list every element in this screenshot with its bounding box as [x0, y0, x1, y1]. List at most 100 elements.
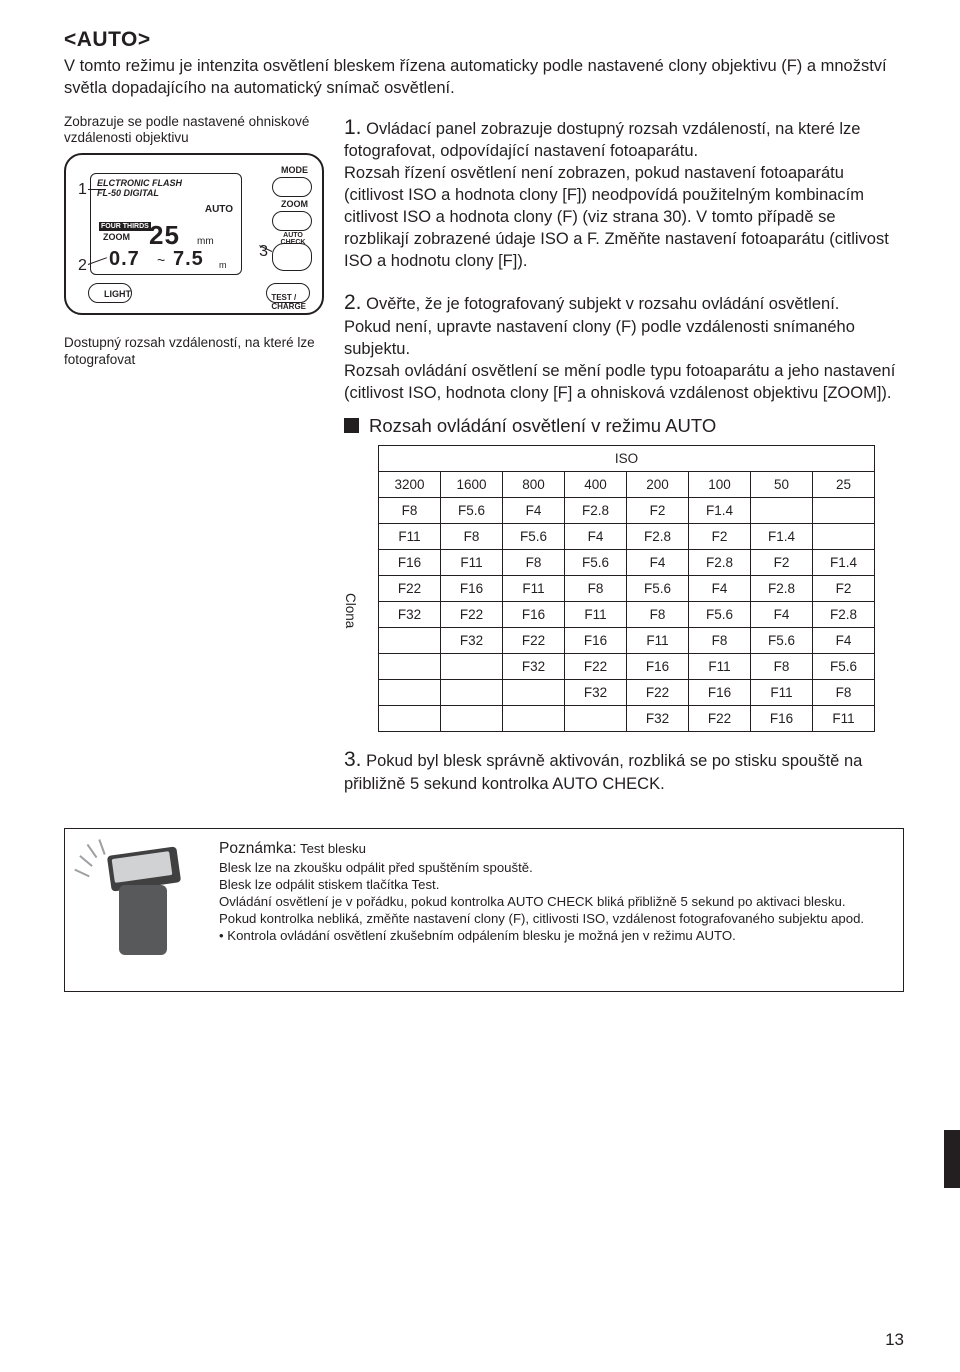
table-cell: F2.8: [751, 575, 813, 601]
table-row: F32F22F16F11F8F5.6: [379, 653, 875, 679]
note-bullet: • Kontrola ovládání osvětlení zkušebním …: [219, 927, 864, 944]
iso-col-header: 200: [627, 471, 689, 497]
table-cell: [813, 523, 875, 549]
table-cell: F32: [503, 653, 565, 679]
callout-line-1: [88, 189, 106, 190]
step-3: 3. Pokud byl blesk správně aktivován, ro…: [344, 746, 904, 796]
table-cell: F22: [689, 705, 751, 731]
table-row: F22F16F11F8F5.6F4F2.8F2: [379, 575, 875, 601]
note-subtitle: Test blesku: [300, 841, 366, 856]
lcd-dist2: 7.5: [173, 248, 204, 271]
flash-ray: [74, 868, 89, 877]
step-1-num: 1.: [344, 116, 362, 139]
table-cell: F8: [751, 653, 813, 679]
table-cell: F8: [565, 575, 627, 601]
table-cell: F2.8: [689, 549, 751, 575]
zoom-button[interactable]: [272, 211, 312, 231]
table-cell: [565, 705, 627, 731]
label-charge: TEST /CHARGE: [271, 293, 306, 311]
table-cell: F2.8: [813, 601, 875, 627]
flash-ray: [87, 843, 98, 857]
lcd-screen: ELCTRONIC FLASH FL-50 DIGITAL AUTO FOUR …: [90, 173, 242, 275]
iso-col-header: 100: [689, 471, 751, 497]
iso-col-header: 800: [503, 471, 565, 497]
table-row: F16F11F8F5.6F4F2.8F2F1.4: [379, 549, 875, 575]
table-cell: F4: [751, 601, 813, 627]
table-cell: F5.6: [751, 627, 813, 653]
iso-aperture-table: ISO 320016008004002001005025 F8F5.6F4F2.…: [378, 445, 875, 732]
flash-panel-diagram: ELCTRONIC FLASH FL-50 DIGITAL AUTO FOUR …: [64, 153, 324, 315]
table-cell: F5.6: [813, 653, 875, 679]
auto-check-button[interactable]: [272, 243, 312, 271]
lcd-m-unit: m: [219, 260, 227, 270]
step-3-text: Pokud byl blesk správně aktivován, rozbl…: [344, 752, 862, 793]
table-cell: F22: [565, 653, 627, 679]
note-box: Poznámka: Test blesku Blesk lze na zkouš…: [64, 828, 904, 992]
step-1: 1. Ovládací panel zobrazuje dostupný roz…: [344, 114, 904, 274]
iso-columns-row: 320016008004002001005025: [379, 471, 875, 497]
table-cell: F11: [689, 653, 751, 679]
table-cell: F1.4: [689, 497, 751, 523]
lcd-fourthirds: FOUR THIRDS: [99, 222, 151, 231]
table-cell: [503, 705, 565, 731]
table-cell: F32: [379, 601, 441, 627]
mode-button[interactable]: [272, 177, 312, 197]
table-cell: F16: [379, 549, 441, 575]
table-cell: [379, 705, 441, 731]
step-1-text: Ovládací panel zobrazuje dostupný rozsah…: [344, 120, 889, 271]
right-column: 1. Ovládací panel zobrazuje dostupný roz…: [344, 114, 904, 806]
table-cell: F32: [441, 627, 503, 653]
table-cell: F2: [689, 523, 751, 549]
table-section-title: Rozsah ovládání osvětlení v režimu AUTO: [344, 415, 904, 437]
table-cell: F16: [565, 627, 627, 653]
table-cell: F16: [751, 705, 813, 731]
lcd-zoom-label: ZOOM: [103, 232, 130, 242]
table-row: F32F22F16F11F8: [379, 679, 875, 705]
two-column-layout: Zobrazuje se podle nastavené ohniskové v…: [64, 114, 904, 806]
table-cell: F8: [627, 601, 689, 627]
table-cell: [379, 679, 441, 705]
lcd-mm-unit: mm: [197, 236, 214, 247]
step-2-num: 2.: [344, 291, 362, 314]
flash-illustration: [79, 839, 205, 979]
mode-title: <AUTO>: [64, 28, 904, 52]
table-cell: F22: [627, 679, 689, 705]
table-cell: F22: [503, 627, 565, 653]
table-cell: [751, 497, 813, 523]
table-row: F11F8F5.6F4F2.8F2F1.4: [379, 523, 875, 549]
table-cell: [813, 497, 875, 523]
label-zoom: ZOOM: [281, 199, 308, 209]
table-cell: [379, 627, 441, 653]
table-cell: F5.6: [503, 523, 565, 549]
table-cell: F11: [565, 601, 627, 627]
callout-1: 1: [78, 181, 87, 199]
table-row: F32F22F16F11: [379, 705, 875, 731]
table-cell: [441, 653, 503, 679]
flash-ray: [98, 839, 105, 855]
table-cell: F11: [627, 627, 689, 653]
lcd-line1: ELCTRONIC FLASH: [97, 178, 235, 188]
table-cell: F22: [441, 601, 503, 627]
iso-col-header: 3200: [379, 471, 441, 497]
table-cell: F1.4: [751, 523, 813, 549]
table-cell: F8: [503, 549, 565, 575]
note-line: Blesk lze odpálit stiskem tlačítka Test.: [219, 876, 864, 893]
table-cell: F5.6: [441, 497, 503, 523]
table-cell: F22: [379, 575, 441, 601]
caption-top: Zobrazuje se podle nastavené ohniskové v…: [64, 114, 326, 148]
table-cell: F8: [379, 497, 441, 523]
table-cell: F11: [379, 523, 441, 549]
clona-side-label: Clona: [343, 593, 358, 628]
table-cell: F11: [751, 679, 813, 705]
table-cell: F8: [689, 627, 751, 653]
iso-table-wrapper: Clona ISO 320016008004002001005025 F8F5.…: [344, 445, 904, 732]
table-title-text: Rozsah ovládání osvětlení v režimu AUTO: [369, 415, 716, 437]
table-cell: F8: [813, 679, 875, 705]
step-2-text: Ověřte, že je fotografovaný subjekt v ro…: [344, 295, 895, 402]
table-cell: F2.8: [565, 497, 627, 523]
lcd-tilde: ~: [157, 252, 165, 268]
table-cell: F4: [565, 523, 627, 549]
caption-bottom: Dostupný rozsah vzdáleností, na které lz…: [64, 335, 326, 369]
iso-col-header: 400: [565, 471, 627, 497]
lcd-line2: FL-50 DIGITAL: [97, 188, 235, 198]
